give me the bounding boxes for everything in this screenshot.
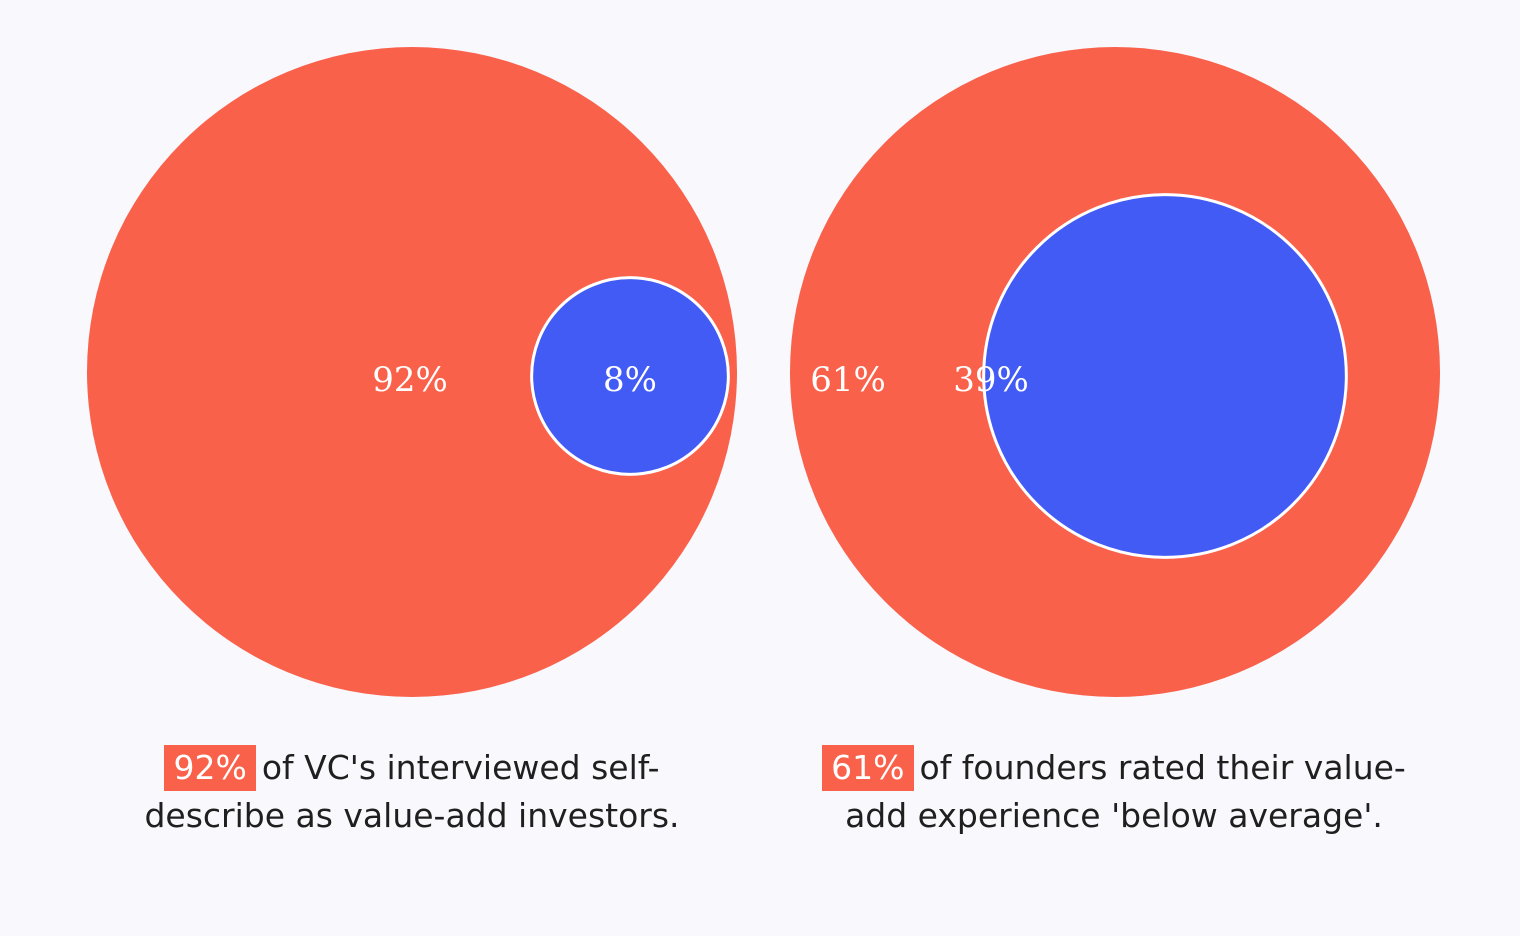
chart-panel-1: 92% 8% [87, 47, 737, 697]
inner-value-label-2: 39% [953, 360, 1029, 400]
chart: 92% 8% 61% 39% [87, 47, 1440, 697]
inner-value-label-1: 8% [603, 360, 657, 400]
outer-value-label-1: 92% [372, 360, 448, 400]
caption-left-text-2: describe as value-add investors. [144, 796, 680, 835]
chart-panel-2: 61% 39% [790, 47, 1440, 697]
caption-left-text-1: of VC's interviewed self- [261, 748, 660, 787]
inner-circle-2 [982, 193, 1348, 559]
caption-right-line-1: 61% of founders rated their value- [794, 744, 1434, 792]
caption-right: 61% of founders rated their value- add ex… [794, 744, 1434, 840]
inner-circle-1 [530, 276, 730, 476]
outer-value-label-2: 61% [810, 360, 886, 400]
outer-circle-1 [87, 47, 737, 697]
caption-right-text-2: add experience 'below average'. [845, 796, 1383, 835]
caption-left-highlight: 92% [164, 745, 256, 791]
caption-left: 92% of VC's interviewed self- describe as… [92, 744, 732, 840]
caption-right-highlight: 61% [822, 745, 914, 791]
caption-left-line-1: 92% of VC's interviewed self- [92, 744, 732, 792]
caption-right-text-1: of founders rated their value- [919, 748, 1406, 787]
